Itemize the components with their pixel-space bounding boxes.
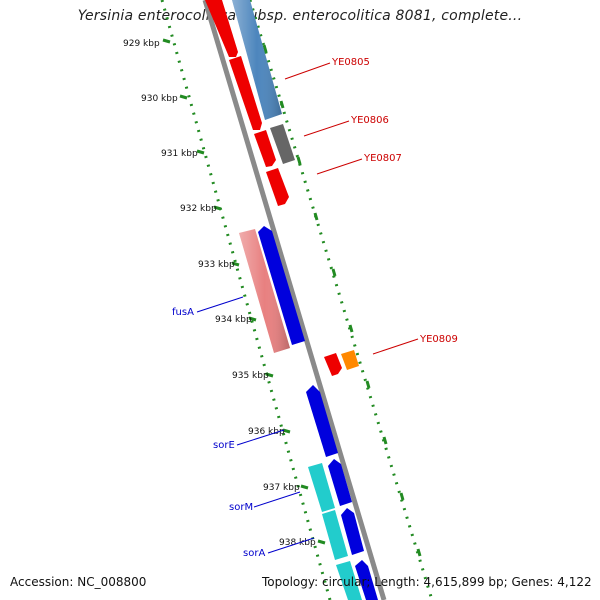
gene-red-ye0807[interactable] — [266, 168, 289, 206]
tick-931: 931 kbp — [161, 149, 198, 159]
map-title: Yersinia enterocolitica subsp. enterocol… — [77, 8, 523, 24]
label-sorM[interactable]: sorM — [229, 502, 253, 513]
gene-cyan-1[interactable] — [308, 463, 335, 512]
kbp-ticks — [162, 38, 326, 545]
label-ye0806[interactable]: YE0806 — [350, 115, 389, 126]
tick-935: 935 kbp — [232, 371, 269, 381]
gene-orange-ye0809[interactable] — [341, 350, 359, 370]
gene-steelblue-shade — [232, 0, 282, 120]
reference-line — [248, 0, 434, 600]
leader-sorE — [236, 429, 285, 446]
label-ye0809[interactable]: YE0809 — [419, 334, 458, 345]
tick-936: 936 kbp — [248, 427, 285, 437]
tick-934: 934 kbp — [215, 315, 252, 325]
gene-red-2[interactable] — [229, 56, 262, 130]
label-fusA[interactable]: fusA — [172, 307, 194, 318]
genome-summary-text: Topology: circular; Length: 4,615,899 bp… — [262, 575, 592, 589]
gene-red-ye0809[interactable] — [324, 353, 342, 376]
tick-933: 933 kbp — [198, 260, 235, 270]
genome-backbone — [202, 0, 387, 600]
accession-text: Accession: NC_008800 — [10, 575, 147, 589]
gene-cyan-2[interactable] — [322, 510, 348, 560]
leader-ye0805 — [284, 62, 331, 80]
leader-ye0807 — [316, 158, 363, 175]
leader-sorA — [267, 537, 315, 554]
gene-blue-5[interactable] — [355, 560, 378, 600]
label-ye0807[interactable]: YE0807 — [363, 153, 402, 164]
gene-blue-1[interactable] — [258, 226, 305, 345]
gene-gray[interactable] — [270, 124, 295, 164]
leader-ye0806 — [303, 120, 350, 137]
leader-ye0809 — [372, 338, 419, 355]
leader-sorM — [253, 491, 301, 508]
gene-red-top[interactable] — [205, 0, 238, 57]
label-ye0805[interactable]: YE0805 — [331, 57, 370, 68]
gene-blue-4[interactable] — [341, 508, 364, 555]
gene-fusA-shade — [239, 229, 290, 353]
reference-ticks — [262, 44, 422, 557]
leader-fusA — [196, 296, 244, 313]
tick-937: 937 kbp — [263, 483, 300, 493]
gene-cyan-3[interactable] — [336, 561, 362, 600]
tick-929: 929 kbp — [123, 39, 160, 49]
tick-930: 930 kbp — [141, 94, 178, 104]
gene-blue-3[interactable] — [328, 459, 352, 506]
gene-blue-2[interactable] — [306, 385, 338, 457]
gene-red-ye0806[interactable] — [254, 130, 276, 167]
tick-932: 932 kbp — [180, 204, 217, 214]
label-sorA[interactable]: sorA — [243, 548, 265, 559]
label-sorE[interactable]: sorE — [213, 440, 235, 451]
